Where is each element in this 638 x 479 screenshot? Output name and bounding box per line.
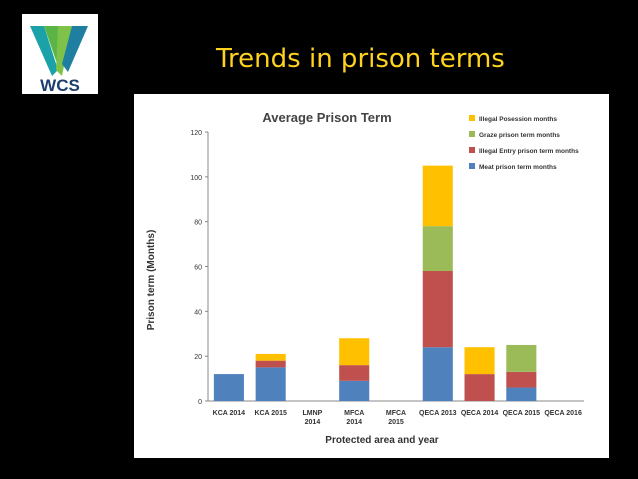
x-tick-label: QECA 2015	[503, 410, 541, 417]
bar-segment	[422, 270, 453, 348]
wcs-logo: WCS	[22, 14, 98, 94]
logo-right-wing	[56, 26, 72, 76]
x-tick-label-line: KCA 2015	[254, 410, 287, 417]
x-tick-label: KCA 2015	[254, 410, 287, 417]
x-tick-label: QECA 2014	[461, 410, 499, 417]
legend-swatch	[469, 115, 475, 121]
x-tick-label: QECA 2013	[419, 410, 457, 417]
legend-swatch	[469, 147, 475, 153]
x-tick-label-line: QECA 2013	[419, 410, 457, 417]
x-tick-label-line: LMNP	[303, 410, 323, 417]
x-tick-label-line: MFCA	[386, 410, 406, 417]
bar-segment	[339, 338, 370, 366]
x-tick-label: KCA 2014	[213, 410, 246, 417]
bar-segment	[339, 365, 370, 381]
bar-segment	[464, 374, 495, 401]
bar-segment	[213, 374, 244, 401]
bar-segment	[422, 165, 453, 227]
x-tick-label: MFCA 2014	[344, 410, 364, 426]
bar-segment	[255, 353, 286, 361]
bar-segment	[255, 360, 286, 368]
logo-right-arm	[62, 26, 88, 72]
y-axis-label: Prison term (Months)	[146, 230, 157, 331]
y-tick-label: 0	[198, 399, 202, 406]
y-tick-label: 120	[190, 130, 202, 137]
legend-label: Graze prison term months	[479, 132, 560, 139]
bar-segment	[506, 371, 537, 388]
y-tick-label: 40	[194, 309, 202, 316]
logo-text: WCS	[40, 76, 80, 94]
legend-label: Illegal Entry prison term months	[479, 148, 579, 155]
x-tick-label-line: QECA 2016	[544, 410, 582, 417]
bar-segment	[339, 380, 370, 401]
bar-segment	[422, 226, 453, 271]
y-tick-label: 60	[194, 265, 202, 272]
legend-swatch	[469, 163, 475, 169]
legend-label: Illegal Posession months	[479, 116, 557, 123]
legend-swatch	[469, 131, 475, 137]
slide-title: Trends in prison terms	[216, 44, 505, 74]
x-tick-label: MFCA 2015	[386, 410, 406, 426]
bar-segment	[422, 347, 453, 401]
bar-segment	[506, 387, 537, 401]
y-tick-label: 80	[194, 220, 202, 227]
x-tick-label-line: 2014	[346, 419, 362, 426]
y-tick-label: 100	[190, 175, 202, 182]
x-tick-label-line: QECA 2014	[461, 410, 499, 417]
x-tick-label: LMNP 2014	[303, 410, 323, 426]
y-tick-label: 20	[194, 354, 202, 361]
x-axis-label: Protected area and year	[325, 435, 438, 446]
bar-segment	[464, 347, 495, 375]
x-tick-label-line: 2015	[388, 419, 404, 426]
legend-label: Meat prison term months	[479, 164, 557, 171]
logo-left-wing	[30, 26, 58, 76]
x-tick-label-line: 2014	[305, 419, 321, 426]
bar-segment	[255, 367, 286, 401]
x-tick-label-line: QECA 2015	[503, 410, 541, 417]
chart-title: Average Prison Term	[262, 110, 391, 125]
x-tick-label: QECA 2016	[544, 410, 582, 417]
bar-chart: Average Prison Term Prison term (Months)…	[146, 110, 584, 446]
x-tick-label-line: KCA 2014	[213, 410, 246, 417]
chart-panel: Average Prison Term Prison term (Months)…	[134, 94, 609, 458]
bar-segment	[506, 344, 537, 372]
x-tick-label-line: MFCA	[344, 410, 364, 417]
